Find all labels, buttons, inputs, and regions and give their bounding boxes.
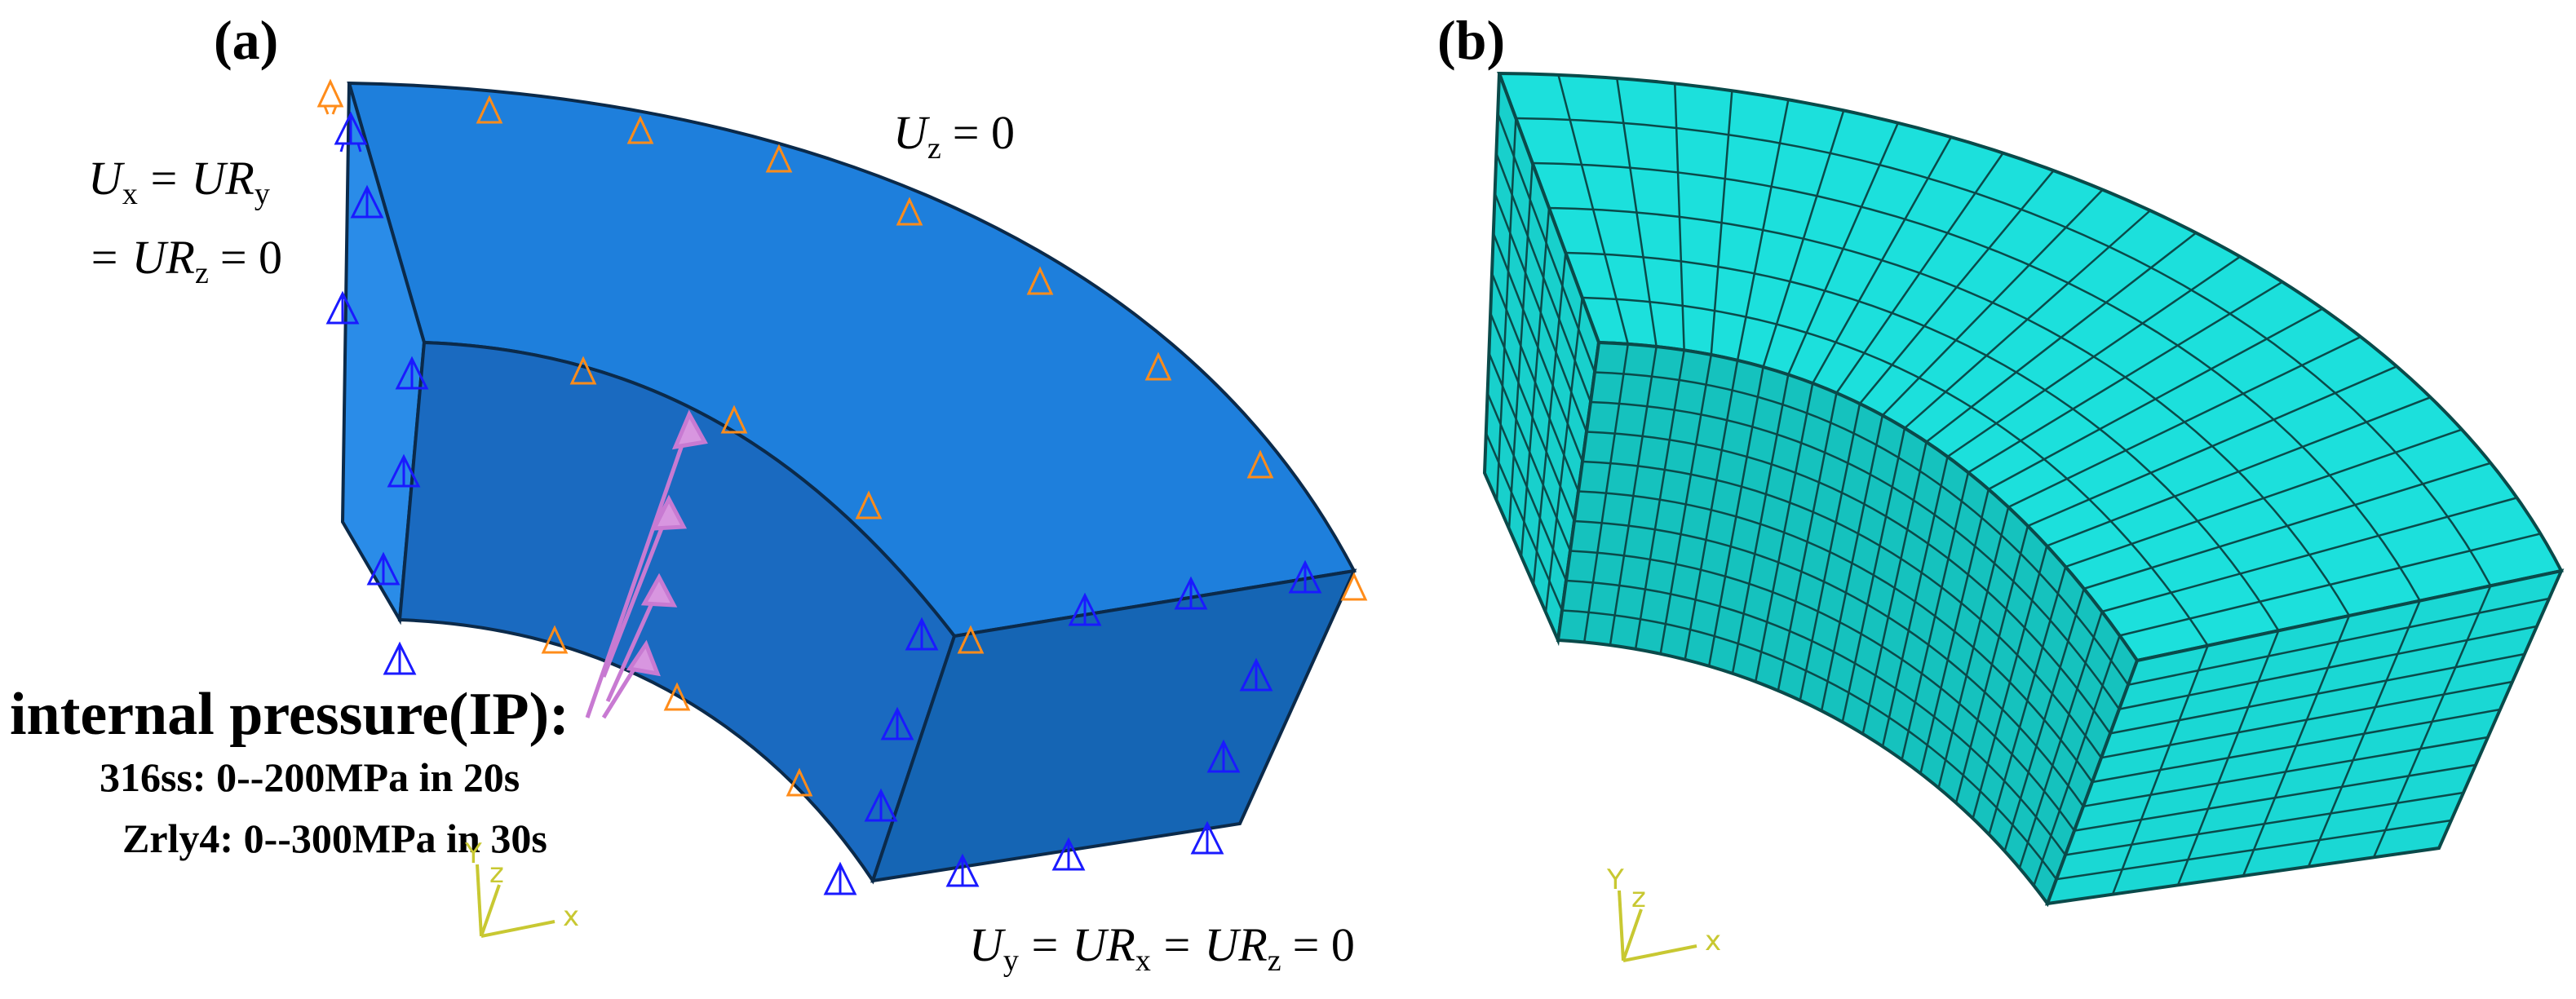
mesh-line-right-horiz <box>2074 763 2476 832</box>
mesh-line-top-radial <box>1557 74 1629 345</box>
mesh-line-top-radial <box>1904 210 2151 429</box>
mesh-line-inner-circ <box>1582 460 2103 758</box>
mesh-line-top-radial <box>1967 281 2283 474</box>
svg-text:= URz= 0: = URz = 0 <box>88 231 282 290</box>
mesh-line-inner-circ <box>1578 490 2094 783</box>
mesh-line-top-radial <box>1616 77 1658 347</box>
mesh-line-top-radial <box>1762 110 1845 368</box>
mesh-line-top-radial <box>2119 533 2541 637</box>
mesh-line-top-radial <box>1881 188 2104 417</box>
mesh-line-inner-circ <box>1594 371 2130 686</box>
mesh-line-top-radial <box>2007 335 2361 509</box>
mesh-line-top-radial <box>1835 152 2004 394</box>
bc-markers-orange <box>316 78 1368 797</box>
axis-triad-a: x Y z <box>464 838 579 938</box>
axis-triad-b: x Y z <box>1606 864 1721 962</box>
panel-b: (b) x Y z <box>1437 9 2565 962</box>
mesh-line-inner-circ <box>1565 579 2067 856</box>
bc-label-left: Ux = URy = URz = 0 <box>88 152 282 290</box>
mesh-line-top-radial <box>1925 232 2197 443</box>
mesh-line-top-radial <box>2046 396 2432 547</box>
bc-markers-blue <box>325 111 1322 895</box>
ip-line-zrly4: Zrly4: 0--300MPa in 30s <box>122 816 547 861</box>
mesh-line-right-horiz <box>2109 652 2525 735</box>
svg-text:Y: Y <box>1606 864 1624 896</box>
mesh-line-right-horiz <box>2065 791 2464 856</box>
mesh-line-left-horiz <box>1490 272 1580 492</box>
part-right-end-face <box>870 568 1357 883</box>
mesh-line-inner-circ <box>1561 609 2058 880</box>
mesh-line-right-horiz <box>2056 819 2452 881</box>
mesh-line-top-radial <box>1946 255 2241 458</box>
mesh-model-b <box>1482 71 2565 908</box>
mesh-line-top-radial <box>1736 99 1790 361</box>
svg-text:x: x <box>563 900 579 933</box>
mesh-line-right-horiz <box>2100 680 2513 759</box>
panel-b-label: (b) <box>1437 9 1505 71</box>
mesh-line-top-radial <box>1787 122 1899 375</box>
mesh-line-top-radial <box>1710 91 1733 356</box>
ip-line-316ss: 316ss: 0--200MPa in 20s <box>100 754 520 800</box>
mesh-line-right-horiz <box>2091 708 2501 784</box>
panel-a: (a) <box>10 9 1368 978</box>
mesh-line-top-radial <box>1988 307 2323 491</box>
mesh-line-inner-circ <box>1569 550 2076 832</box>
mesh-line-left-horiz <box>1488 352 1572 551</box>
panel-a-label: (a) <box>214 9 278 71</box>
mesh-line-inner-circ <box>1590 400 2121 710</box>
mesh-line-left-horiz <box>1494 192 1588 432</box>
mesh-line-top-radial <box>2101 497 2517 613</box>
mesh-line-left-horiz <box>1486 392 1568 581</box>
ip-title: internal pressure(IP): <box>10 681 569 748</box>
bc-label-top: Uz = 0 <box>893 106 1015 166</box>
internal-pressure-annotation: internal pressure(IP): 316ss: 0--200MPa … <box>10 681 569 861</box>
svg-text:Uy= URx= URz= 0: Uy = URx = URz = 0 <box>969 918 1355 978</box>
mesh-line-top-radial <box>1674 83 1685 351</box>
part-model-a <box>340 81 1357 885</box>
svg-text:Y: Y <box>464 838 482 870</box>
mesh-line-top-radial <box>1812 136 1953 384</box>
mesh-line-top-radial <box>2065 428 2463 568</box>
mesh-line-top-radial <box>2083 462 2491 590</box>
mesh-line-right-horiz <box>2118 625 2538 710</box>
mesh-line-left-horiz <box>1495 153 1592 403</box>
mesh-line-inner-circ <box>1573 519 2085 807</box>
svg-text:Uz= 0: Uz = 0 <box>893 106 1015 166</box>
svg-text:z: z <box>489 857 504 890</box>
mesh-line-inner-circ <box>1586 431 2112 735</box>
mesh-line-left-horiz <box>1492 232 1584 462</box>
mesh-line-top-radial <box>2027 365 2397 528</box>
svg-text:z: z <box>1631 882 1646 914</box>
mesh-line-right-horiz <box>2127 597 2550 687</box>
pressure-arrows <box>585 409 708 719</box>
mesh-line-top-radial <box>1859 170 2055 404</box>
mesh-line-left-horiz <box>1485 432 1564 611</box>
svg-text:Ux= URy: Ux = URy <box>88 152 270 211</box>
bc-label-bottom: Uy = URx = URz = 0 <box>969 918 1355 978</box>
mesh-grid-lines <box>1485 74 2550 895</box>
mesh-line-left-horiz <box>1489 312 1576 522</box>
mesh-line-left-horiz <box>1497 113 1596 373</box>
mesh-line-right-horiz <box>2082 736 2489 808</box>
svg-text:x: x <box>1705 925 1721 957</box>
